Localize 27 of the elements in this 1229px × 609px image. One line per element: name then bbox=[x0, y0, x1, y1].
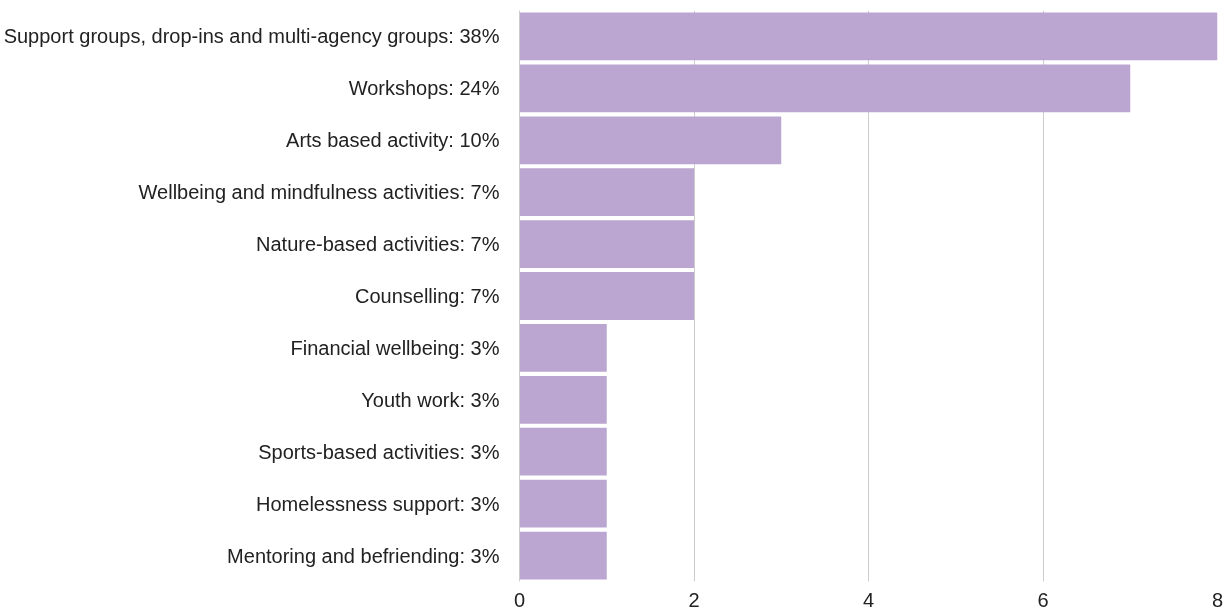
y-tick-label: Workshops: 24% bbox=[348, 77, 500, 100]
bar bbox=[519, 479, 607, 528]
y-tick-label: Financial wellbeing: 3% bbox=[290, 336, 500, 359]
y-tick-label: Wellbeing and mindfulness activities: 7% bbox=[138, 181, 500, 204]
x-tick-label: 6 bbox=[1037, 588, 1049, 609]
bar bbox=[519, 168, 694, 217]
y-tick-label: Support groups, drop-ins and multi-agency groups: 38% bbox=[3, 25, 500, 48]
bar bbox=[519, 12, 1218, 61]
x-tick-label: 4 bbox=[862, 588, 875, 609]
x-tick-label: 2 bbox=[688, 588, 700, 609]
bar bbox=[519, 116, 782, 165]
y-tick-label: Counselling: 7% bbox=[354, 285, 500, 307]
bar bbox=[519, 531, 607, 580]
bar bbox=[519, 324, 607, 372]
x-tick-label: 8 bbox=[1211, 588, 1224, 609]
bar bbox=[519, 272, 694, 320]
y-tick-label: Homelessness support: 3% bbox=[256, 492, 500, 515]
bar bbox=[519, 64, 1131, 113]
y-tick-label: Youth work: 3% bbox=[361, 388, 500, 411]
x-tick-label: 0 bbox=[513, 588, 526, 609]
y-tick-label: Sports-based activities: 3% bbox=[258, 440, 500, 463]
y-tick-label: Nature-based activities: 7% bbox=[256, 233, 500, 256]
bar bbox=[519, 427, 607, 476]
bar bbox=[519, 220, 694, 268]
bar bbox=[519, 375, 607, 424]
y-tick-label: Arts based activity: 10% bbox=[286, 129, 500, 152]
y-tick-label: Mentoring and befriending: 3% bbox=[227, 544, 500, 567]
